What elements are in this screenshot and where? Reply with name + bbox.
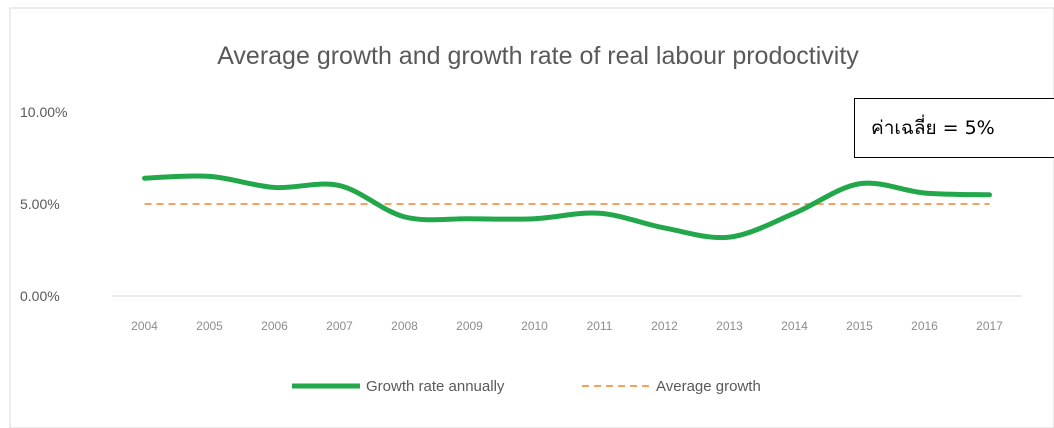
average-annotation-box: ค่าเฉลี่ย = 5% [854,98,1054,158]
x-axis-tick-labels: 2004 2005 2006 2007 2008 2009 2010 2011 2012 2013… [131,319,1003,333]
x-tick-label: 2013 [716,319,743,333]
x-tick-label: 2017 [976,319,1003,333]
x-tick-label: 2005 [196,319,223,333]
x-tick-label: 2012 [651,319,678,333]
x-tick-label: 2007 [326,319,353,333]
y-tick-label: 10.00% [20,104,67,120]
x-tick-label: 2014 [781,319,808,333]
legend-label-growth-rate: Growth rate annually [366,378,505,395]
x-tick-label: 2011 [587,319,613,333]
x-tick-label: 2015 [846,319,873,333]
x-tick-label: 2010 [521,319,548,333]
legend: Growth rate annually Average growth [292,378,761,395]
chart-title: Average growth and growth rate of real l… [217,42,859,70]
y-axis-tick-labels: 10.00% 5.00% 0.00% [20,104,67,304]
legend-label-average-growth: Average growth [656,378,761,395]
y-tick-label: 0.00% [20,288,60,304]
x-tick-label: 2004 [131,319,158,333]
x-tick-label: 2008 [391,319,418,333]
x-tick-label: 2006 [261,319,288,333]
y-tick-label: 5.00% [20,196,60,212]
x-tick-label: 2009 [456,319,483,333]
x-tick-label: 2016 [911,319,938,333]
series-line-growth-rate-annually [142,173,992,241]
series-layer [142,173,992,241]
average-annotation-text: ค่าเฉลี่ย = 5% [871,117,995,139]
